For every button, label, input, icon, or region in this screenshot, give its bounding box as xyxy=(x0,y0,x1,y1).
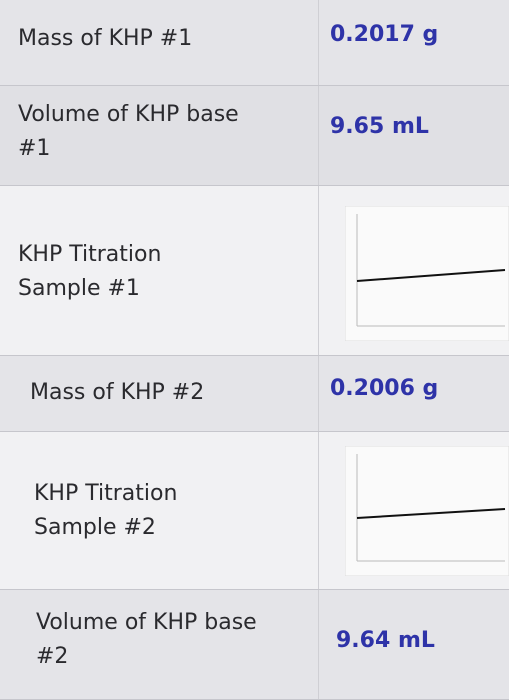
row-label: Volume of KHP base #2 xyxy=(36,610,257,669)
table-row: Mass of KHP #2 0.2006 g xyxy=(0,356,509,432)
table-row: Volume of KHP base #1 9.65 mL xyxy=(0,86,509,186)
row-value: 9.65 mL xyxy=(330,114,429,139)
row-label: KHP Titration Sample #1 xyxy=(18,242,162,301)
graph-thumbnail xyxy=(345,446,509,576)
table-row: Volume of KHP base #2 9.64 mL xyxy=(0,590,509,700)
row-value: 9.64 mL xyxy=(336,628,435,653)
row-label: Mass of KHP #1 xyxy=(18,26,193,51)
row-value: 0.2017 g xyxy=(330,22,439,47)
table-row: KHP Titration Sample #2 xyxy=(0,432,509,590)
row-label: Mass of KHP #2 xyxy=(30,380,205,405)
table-row: KHP Titration Sample #1 xyxy=(0,186,509,356)
row-value: 0.2006 g xyxy=(330,376,439,401)
graph-thumbnail xyxy=(345,206,509,341)
row-label: KHP Titration Sample #2 xyxy=(34,481,178,540)
row-label: Volume of KHP base #1 xyxy=(18,102,239,161)
table-row: Mass of KHP #1 0.2017 g xyxy=(0,0,509,86)
